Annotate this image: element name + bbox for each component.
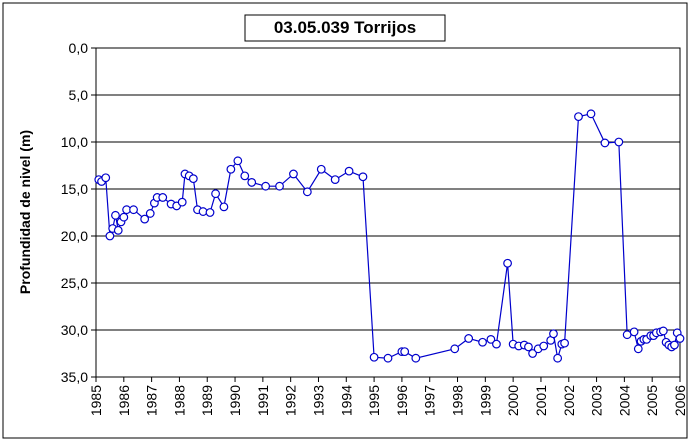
data-point: [289, 169, 298, 179]
x-tick-label: 2002: [561, 385, 577, 416]
data-point: [492, 339, 501, 349]
y-tick-label: 35,0: [61, 369, 88, 385]
data-point: [140, 214, 150, 224]
data-point: [614, 137, 624, 147]
x-tick-label: 1986: [116, 385, 132, 416]
x-tick-label: 1988: [171, 385, 187, 416]
data-point: [549, 329, 558, 339]
data-point: [486, 335, 496, 344]
data-point: [158, 193, 168, 202]
data-point: [205, 208, 215, 217]
data-point: [400, 347, 410, 357]
data-point: [105, 231, 115, 241]
data-point: [247, 178, 257, 187]
data-point: [478, 337, 487, 347]
data-point: [369, 352, 379, 362]
y-tick-label: 5,0: [69, 87, 89, 103]
data-point: [113, 225, 123, 235]
x-tick-label: 1985: [88, 385, 104, 416]
plot-background: [95, 47, 681, 378]
data-point: [450, 344, 460, 354]
y-tick-label: 10,0: [61, 134, 88, 150]
data-point: [586, 109, 596, 119]
data-point: [344, 166, 354, 176]
x-tick-label: 1997: [422, 385, 438, 416]
data-point: [145, 209, 155, 218]
data-point: [358, 172, 368, 182]
data-point: [633, 344, 643, 354]
x-tick-label: 1991: [255, 385, 271, 416]
data-point: [464, 334, 474, 343]
data-point: [524, 342, 533, 352]
x-tick-label: 1994: [338, 385, 354, 416]
x-tick-label: 2003: [589, 385, 605, 416]
data-point: [539, 341, 549, 351]
x-tick-label: 1987: [144, 385, 160, 416]
data-point: [411, 353, 421, 363]
data-point: [553, 353, 563, 363]
data-point: [188, 174, 198, 184]
x-tick-label: 2001: [533, 385, 549, 416]
data-point: [129, 205, 138, 215]
x-tick-label: 2006: [672, 385, 688, 416]
data-point: [177, 197, 187, 207]
data-point: [629, 327, 639, 337]
data-point: [211, 189, 220, 199]
y-tick-label: 20,0: [61, 228, 88, 244]
x-tick-label: 1998: [450, 385, 466, 416]
data-point: [670, 340, 679, 350]
data-point: [240, 171, 250, 181]
data-point: [233, 156, 243, 166]
y-tick-label: 25,0: [61, 275, 88, 291]
x-tick-label: 2000: [505, 385, 521, 416]
x-tick-label: 1995: [366, 385, 382, 416]
x-tick-label: 1996: [394, 385, 410, 416]
x-tick-label: 1992: [283, 385, 299, 416]
title-box: [244, 14, 446, 42]
y-tick-label: 15,0: [61, 181, 88, 197]
data-point: [261, 181, 271, 191]
y-tick-label: 0,0: [69, 40, 89, 56]
data-point: [111, 210, 120, 220]
data-point: [275, 181, 284, 191]
data-point: [675, 334, 685, 343]
data-point: [600, 138, 610, 148]
data-point: [330, 175, 340, 185]
data-point: [560, 338, 569, 348]
x-tick-label: 2005: [644, 385, 660, 416]
y-axis-label: Profundidad de nivel (m): [17, 130, 33, 294]
data-point: [219, 202, 229, 212]
data-point: [316, 164, 326, 174]
x-tick-label: 2004: [616, 385, 632, 416]
data-point: [658, 326, 668, 336]
data-point: [119, 212, 129, 222]
data-point: [226, 164, 236, 174]
y-tick-label: 30,0: [61, 322, 88, 338]
x-tick-label: 1993: [310, 385, 326, 416]
x-tick-label: 1989: [199, 385, 215, 416]
data-point: [528, 349, 538, 358]
data-point: [302, 187, 312, 197]
chart-title: 03.05.039 Torrijos: [274, 18, 416, 37]
data-point: [503, 258, 512, 268]
data-point: [383, 353, 393, 363]
x-tick-label: 1999: [477, 385, 493, 416]
data-point: [574, 112, 583, 122]
x-tick-label: 1990: [227, 385, 243, 416]
data-point: [101, 173, 111, 183]
